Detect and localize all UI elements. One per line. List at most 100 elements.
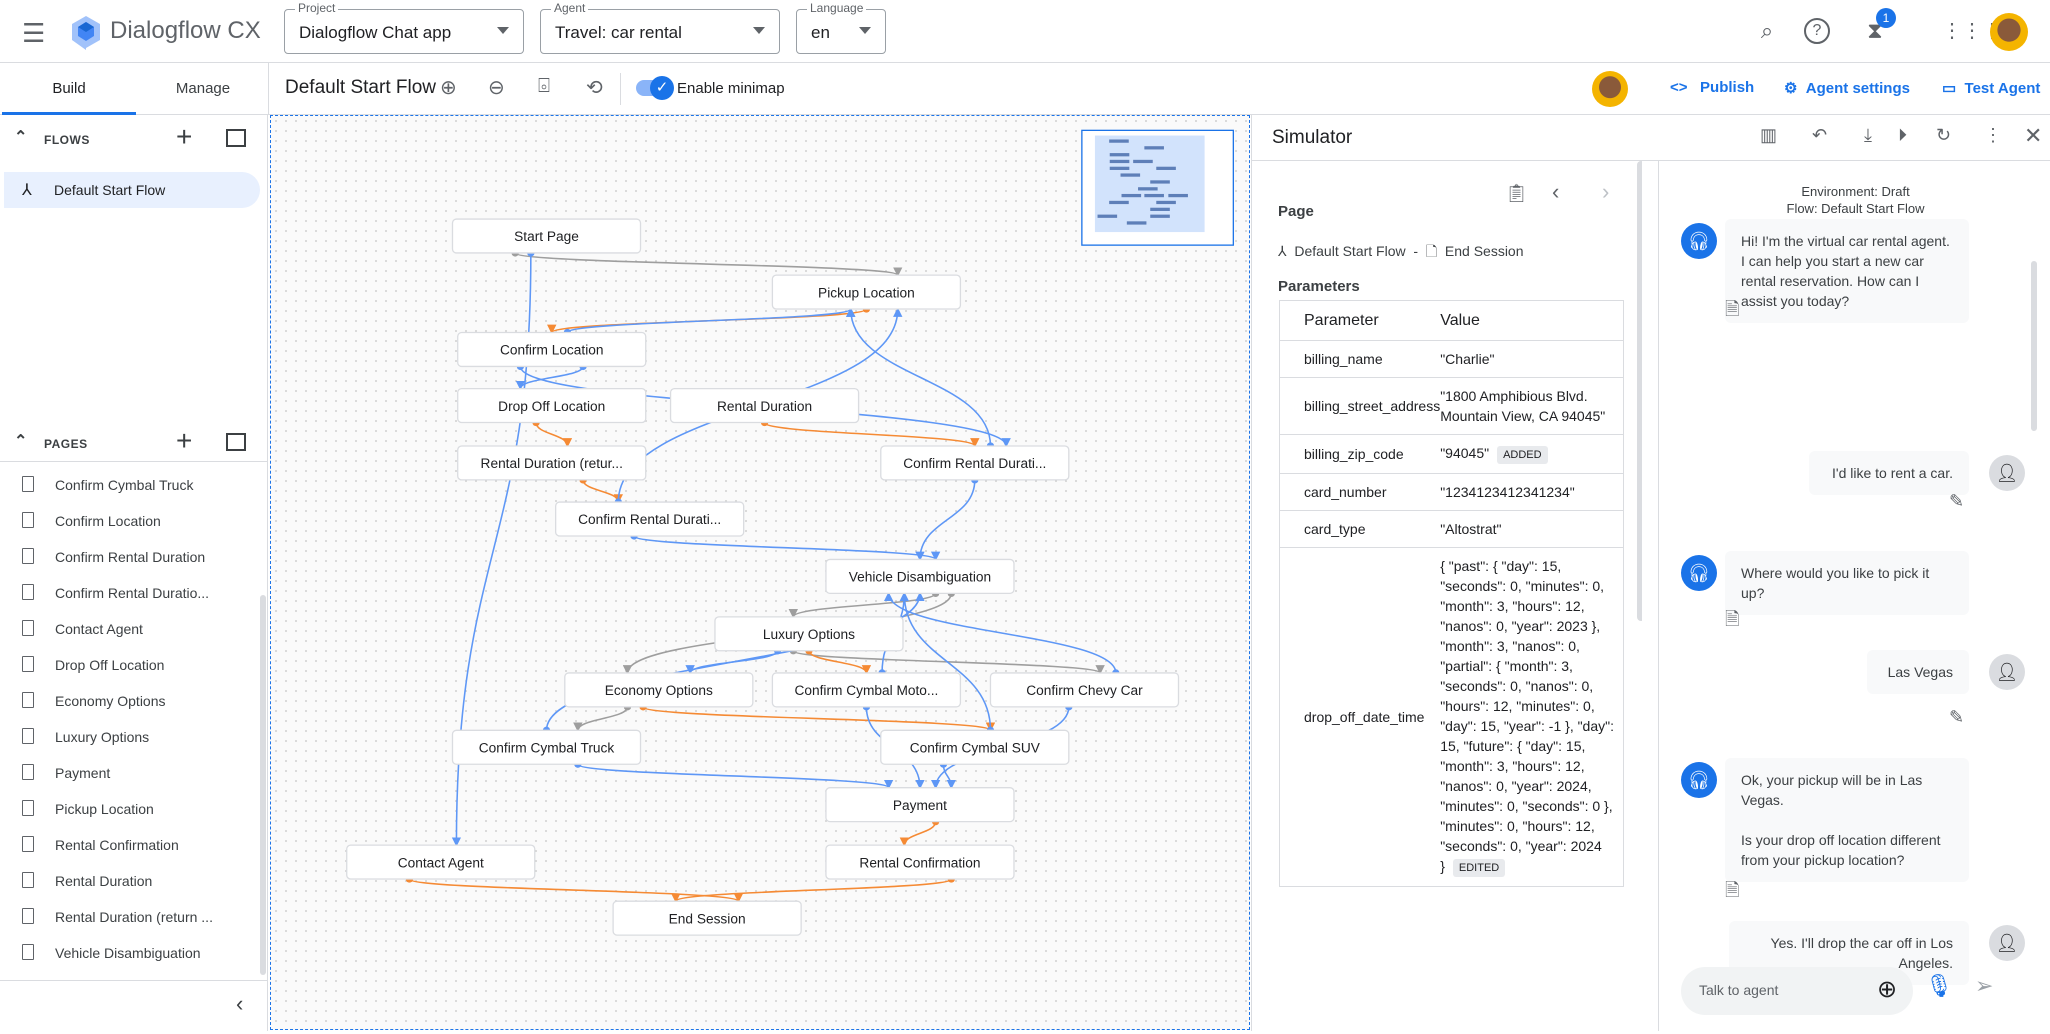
account-avatar[interactable] [1990, 13, 2028, 51]
tab-build[interactable]: Build [2, 63, 136, 115]
fit-to-screen-icon[interactable]: ⌻ [538, 75, 550, 97]
sidebar-item-page[interactable]: Payment [0, 755, 262, 791]
split-view-icon[interactable]: ▥ [1760, 125, 1778, 145]
microphone-icon[interactable]: 🎙︎ [1925, 973, 1953, 998]
flow-node[interactable]: Confirm Cymbal Moto... [771, 672, 962, 708]
flow-node[interactable]: Confirm Rental Durati... [554, 501, 745, 537]
search-icon[interactable]: ⌕ [1760, 18, 1774, 43]
sidebar-item-page[interactable]: Confirm Cymbal Truck [0, 467, 262, 503]
edge-orange[interactable] [808, 650, 872, 675]
node-box[interactable] [564, 672, 754, 708]
add-page-icon[interactable]: + [176, 425, 193, 456]
close-icon[interactable]: ✕ [2024, 123, 2043, 148]
undo-icon[interactable]: ↶ [1812, 125, 1828, 145]
node-box[interactable] [880, 445, 1070, 481]
edge-blue[interactable] [883, 591, 1117, 674]
sidebar-scrollbar[interactable] [260, 595, 266, 975]
node-box[interactable] [825, 844, 1015, 880]
more-vert-icon[interactable]: ⋮ [1984, 125, 2002, 145]
edge-gray[interactable] [514, 252, 903, 277]
test-agent-button[interactable]: ▭ Test Agent [1942, 79, 2040, 97]
edit-icon[interactable]: ✎ [1949, 707, 1965, 727]
talk-to-agent-input[interactable]: Talk to agent ⊕ [1681, 967, 1913, 1015]
clipboard-icon[interactable]: 📋︎ [1505, 183, 1528, 203]
agent-settings-button[interactable]: ⚙ Agent settings [1784, 79, 1910, 97]
edge-blue[interactable] [515, 366, 584, 391]
previous-icon[interactable]: ‹ [1552, 179, 1560, 204]
table-icon[interactable] [226, 433, 246, 451]
flow-node[interactable]: Confirm Chevy Car [989, 672, 1180, 708]
sidebar-item-page[interactable]: Vehicle Disambiguation [0, 935, 262, 971]
project-select[interactable]: Project Dialogflow Chat app [284, 1, 524, 54]
edge-blue[interactable] [577, 763, 894, 790]
response-info-icon[interactable]: 🗎︎ [1725, 880, 1740, 900]
flow-node[interactable]: Economy Options [564, 672, 754, 708]
notifications-icon[interactable]: ⧗ 1 [1860, 8, 1896, 46]
node-box[interactable] [457, 445, 647, 481]
edge-orange[interactable] [671, 878, 953, 903]
node-box[interactable] [825, 558, 1015, 595]
sidebar-item-page[interactable]: Pickup Location [0, 791, 262, 827]
help-icon[interactable]: ? [1804, 18, 1830, 44]
sidebar-item-page[interactable]: Confirm Rental Duratio... [0, 575, 262, 611]
edit-icon[interactable]: ✎ [1949, 491, 1965, 511]
node-box[interactable] [771, 274, 962, 310]
flow-node[interactable]: Confirm Rental Durati... [880, 445, 1070, 481]
chat-scrollbar[interactable] [2031, 261, 2037, 431]
sidebar-item-page[interactable]: Economy Options [0, 683, 262, 719]
node-box[interactable] [451, 729, 642, 765]
edge-gray[interactable] [788, 592, 937, 619]
edge-gray[interactable] [573, 706, 629, 732]
edge-orange[interactable] [535, 422, 573, 448]
zoom-out-icon[interactable]: ⊖ [488, 77, 505, 99]
edge-orange[interactable] [582, 479, 624, 504]
node-box[interactable] [457, 331, 647, 368]
flow-node[interactable]: Drop Off Location [457, 387, 647, 424]
sidebar-item-page[interactable]: Confirm Rental Duration [0, 539, 262, 575]
reset-layout-icon[interactable]: ⟲ [586, 77, 603, 99]
sidebar-item-default-start-flow[interactable]: ⅄ Default Start Flow [4, 172, 260, 208]
flow-node[interactable]: Vehicle Disambiguation [825, 558, 1015, 595]
node-box[interactable] [714, 616, 904, 652]
minimap[interactable] [1081, 129, 1234, 246]
node-box[interactable] [771, 672, 962, 708]
flow-node[interactable]: Rental Duration [669, 387, 860, 424]
flow-node[interactable]: Pickup Location [771, 274, 962, 310]
flow-node[interactable]: Confirm Cymbal SUV [880, 729, 1070, 765]
sidebar-item-page[interactable]: Contact Agent [0, 611, 262, 647]
sidebar-item-page[interactable]: Rental Duration [0, 863, 262, 899]
node-box[interactable] [669, 387, 860, 424]
sidebar-item-page[interactable]: Luxury Options [0, 719, 262, 755]
node-box[interactable] [989, 672, 1180, 708]
publish-button[interactable]: <> Publish [1670, 79, 1754, 96]
flow-node[interactable]: Contact Agent [346, 844, 536, 880]
reset-icon[interactable]: ↻ [1936, 125, 1952, 145]
edge-orange[interactable] [642, 706, 995, 732]
zoom-in-icon[interactable]: ⊕ [440, 77, 457, 99]
response-info-icon[interactable]: 🗎︎ [1725, 299, 1740, 319]
play-icon[interactable]: ⏵ [1898, 125, 1907, 145]
edge-blue[interactable] [915, 479, 976, 562]
table-icon[interactable] [226, 129, 246, 147]
edge-blue[interactable] [846, 307, 992, 446]
language-select[interactable]: Language en [796, 1, 886, 54]
flow-node[interactable]: End Session [612, 900, 802, 936]
menu-icon[interactable]: ☰ [22, 18, 46, 48]
flow-node[interactable]: Start Page [451, 218, 642, 254]
flow-node[interactable]: Confirm Cymbal Truck [451, 729, 642, 765]
flow-node[interactable]: Luxury Options [714, 616, 904, 652]
sidebar-item-page[interactable]: Rental Confirmation [0, 827, 262, 863]
flow-node[interactable]: Rental Confirmation [825, 844, 1015, 880]
sidebar-item-page[interactable]: Drop Off Location [0, 647, 262, 683]
node-box[interactable] [880, 729, 1070, 765]
flow-node[interactable]: Payment [825, 787, 1015, 823]
edge-orange[interactable] [763, 421, 980, 448]
flow-node[interactable]: Confirm Location [457, 331, 647, 368]
node-box[interactable] [825, 787, 1015, 823]
apps-grid-icon[interactable]: ⋮⋮⋮ [1942, 20, 2002, 42]
edge-blue[interactable] [633, 535, 941, 562]
sidebar-item-page[interactable]: Confirm Location [0, 503, 262, 539]
response-info-icon[interactable]: 🗎︎ [1725, 609, 1740, 629]
check-icon[interactable]: ✓ [650, 76, 674, 100]
next-icon[interactable]: › [1602, 179, 1610, 204]
